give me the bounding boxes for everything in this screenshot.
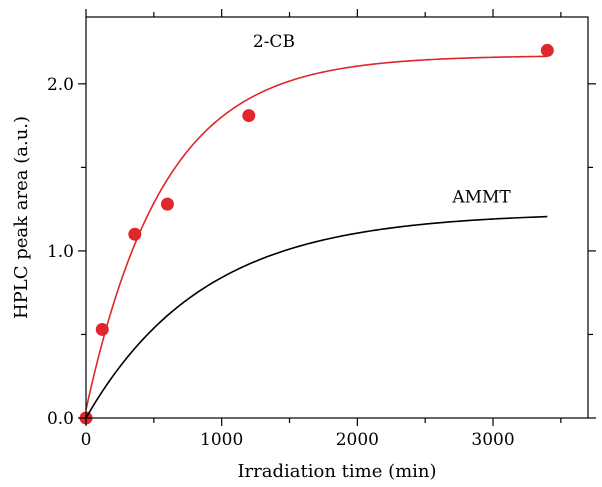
y-tick-label: 2.0 — [47, 75, 74, 95]
x-tick-label: 3000 — [471, 430, 514, 450]
data-point-2-cb — [242, 109, 256, 123]
data-point-2-cb — [160, 197, 174, 211]
y-tick-label: 0.0 — [47, 409, 74, 429]
fit-line-2-cb — [85, 55, 548, 410]
x-tick-label: 0 — [81, 430, 92, 450]
data-point-2-cb — [95, 322, 109, 336]
x-tick-label: 1000 — [200, 430, 243, 450]
axes: 0 1000 2000 3000 0.0 1.0 2.0 — [47, 9, 596, 450]
plot-frame — [85, 16, 589, 419]
y-tick-label: 1.0 — [47, 242, 74, 262]
plot-area: 2-CB AMMT — [79, 32, 554, 425]
x-axis-title: Irradiation time (min) — [237, 461, 436, 482]
series-label: 2-CB — [253, 32, 295, 52]
data-point-2-cb — [128, 227, 142, 241]
x-tick-label: 2000 — [336, 430, 379, 450]
series-label: AMMT — [451, 187, 511, 207]
fit-line-ammt — [85, 215, 548, 419]
data-point-2-cb — [540, 43, 554, 57]
y-axis-title: HPLC peak area (a.u.) — [11, 116, 32, 319]
